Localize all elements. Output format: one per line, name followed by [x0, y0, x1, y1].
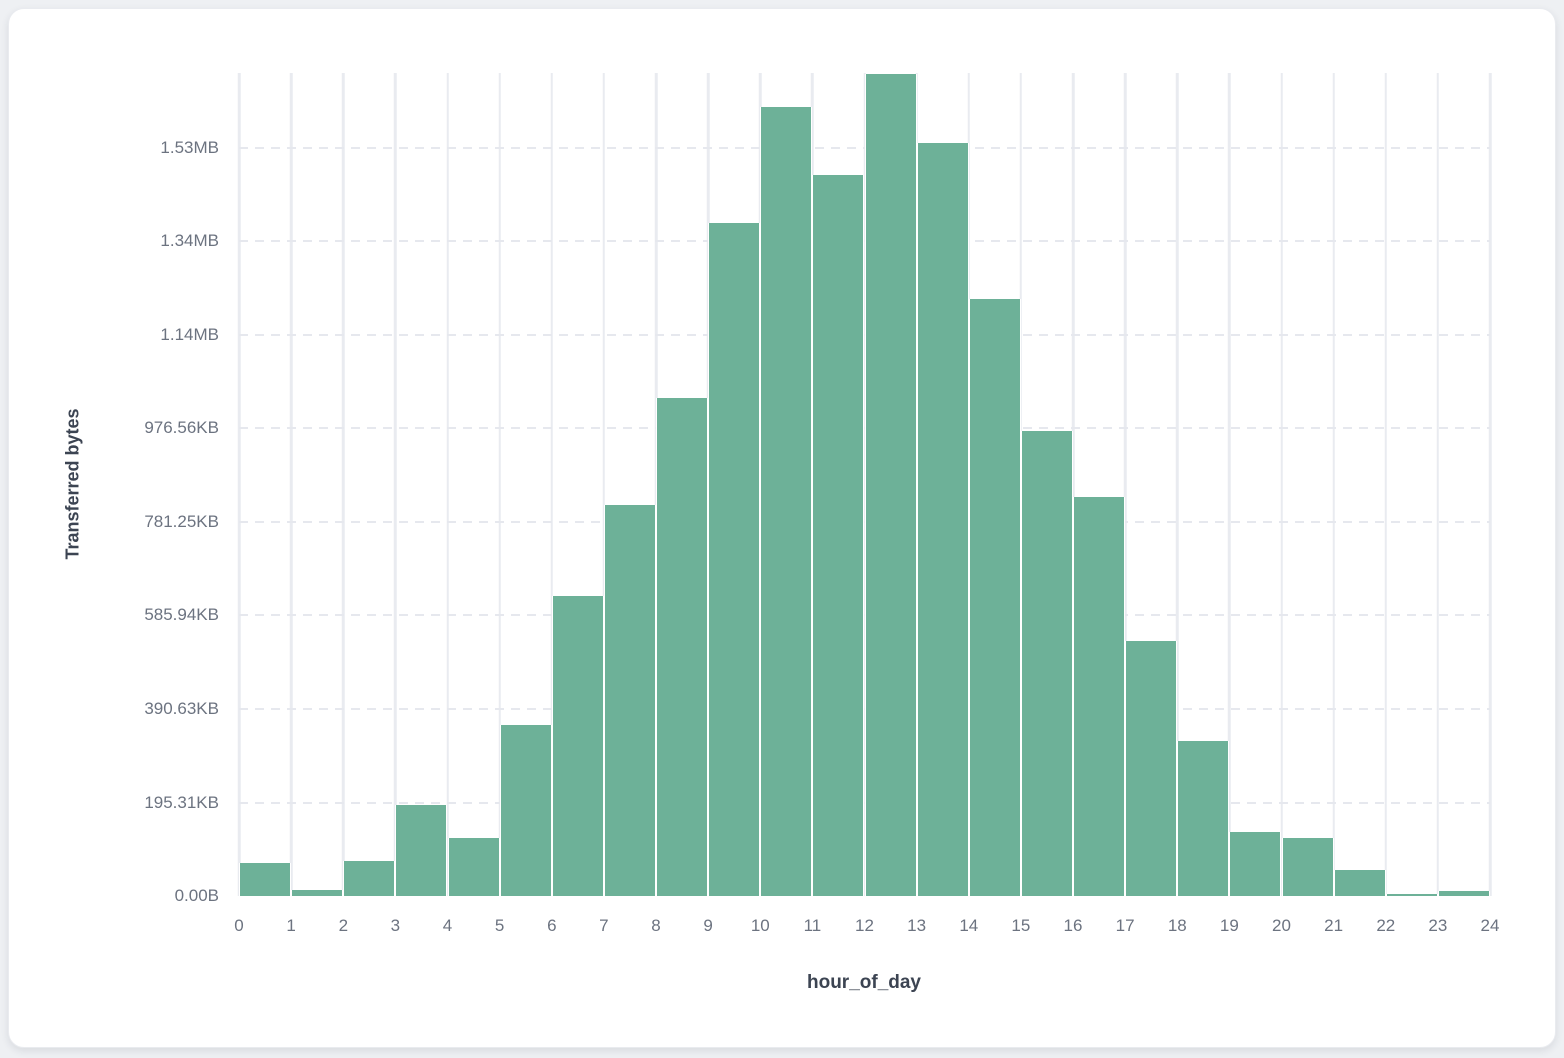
y-tick-label: 195.31KB [144, 792, 219, 812]
v-gridline [550, 73, 554, 896]
bar[interactable] [447, 837, 500, 896]
v-gridline [1123, 73, 1127, 896]
bar[interactable] [499, 724, 552, 896]
bar[interactable] [812, 175, 865, 896]
y-tick-label: 1.53MB [160, 137, 219, 157]
bar[interactable] [1281, 837, 1334, 896]
x-tick-label: 15 [1011, 916, 1031, 935]
y-tick-label: 1.14MB [160, 324, 219, 344]
x-tick-label: 13 [907, 916, 927, 935]
x-tick-label: 2 [338, 916, 349, 935]
v-gridline [446, 73, 449, 896]
v-gridline [1332, 73, 1335, 896]
bar[interactable] [656, 397, 709, 896]
x-tick-label: 24 [1480, 916, 1500, 935]
bar[interactable] [291, 889, 344, 896]
bar[interactable] [760, 107, 813, 896]
x-tick-label: 14 [959, 916, 979, 935]
bar[interactable] [603, 505, 656, 896]
v-gridline [1176, 73, 1179, 896]
bar[interactable] [916, 142, 969, 896]
bar[interactable] [968, 299, 1021, 896]
x-axis-labels: 0 1 2 3 4 5 6 7 8 9 10 11 12 13 14 15 16 17 18 19 20 21 22 23 24 [234, 914, 1499, 938]
x-tick-label: 7 [599, 916, 609, 935]
x-tick-label: 18 [1167, 916, 1187, 935]
v-gridline [602, 73, 606, 896]
x-tick-label: 21 [1324, 916, 1344, 935]
x-tick-label: 9 [703, 916, 713, 935]
bar[interactable] [1229, 831, 1282, 896]
x-tick-label: 5 [494, 916, 505, 935]
y-tick-label: 976.56KB [144, 418, 219, 438]
x-tick-label: 20 [1272, 916, 1291, 935]
v-gridline [1436, 73, 1440, 896]
y-tick-label: 390.63KB [144, 699, 219, 718]
v-gridline [1384, 73, 1388, 896]
bar[interactable] [1385, 894, 1438, 896]
x-axis-title: hour_of_day [806, 972, 922, 993]
v-gridline [394, 73, 397, 896]
bar[interactable] [395, 805, 448, 896]
bar[interactable] [708, 223, 761, 896]
x-tick-label: 10 [750, 916, 770, 935]
bar[interactable] [1020, 431, 1073, 896]
x-tick-label: 4 [442, 916, 453, 935]
v-gridline [1280, 73, 1283, 896]
x-tick-label: 16 [1063, 916, 1083, 935]
bar[interactable] [551, 596, 604, 896]
bar[interactable] [864, 73, 917, 896]
v-gridline [498, 73, 501, 896]
v-gridline [1228, 73, 1231, 896]
bar[interactable] [1125, 640, 1178, 896]
y-tick-label: 0.00B [174, 886, 219, 905]
x-tick-label: 1 [286, 916, 296, 935]
bar[interactable] [343, 860, 396, 896]
x-tick-label: 23 [1428, 916, 1448, 935]
bar[interactable] [1177, 741, 1230, 896]
x-tick-label: 11 [803, 916, 822, 935]
x-tick-label: 22 [1376, 916, 1396, 935]
x-tick-label: 6 [547, 916, 557, 935]
v-gridline [342, 73, 345, 896]
x-tick-label: 19 [1219, 916, 1239, 935]
v-gridline [237, 73, 241, 896]
bar[interactable] [1333, 869, 1386, 896]
y-tick-label: 1.34MB [160, 231, 219, 251]
bar[interactable] [1073, 496, 1126, 896]
x-tick-label: 0 [234, 916, 244, 935]
bar[interactable] [239, 862, 292, 896]
x-tick-label: 8 [651, 916, 661, 935]
x-tick-label: 12 [855, 916, 874, 935]
plot-area [237, 73, 1492, 896]
v-gridline [289, 73, 293, 896]
y-tick-label: 781.25KB [144, 511, 219, 531]
y-tick-label: 585.94KB [144, 605, 219, 625]
y-axis-labels: 0.00B 195.31KB 390.63KB 585.94KB 781.25KB 976… [9, 73, 219, 905]
x-tick-label: 3 [390, 916, 401, 935]
v-gridline [1071, 73, 1075, 896]
x-tick-label: 17 [1115, 916, 1135, 935]
v-gridline [1488, 73, 1492, 896]
bar[interactable] [1437, 890, 1490, 896]
chart-card: Transferred bytes hour_of_day 0.00B 195.3… [8, 8, 1556, 1048]
